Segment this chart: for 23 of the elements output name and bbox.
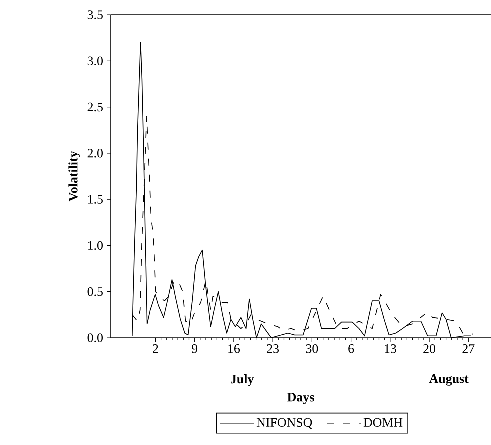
x-tick-label: 9 [192, 344, 198, 354]
y-tick-label: 1.0 [88, 241, 103, 250]
x-tick-label: 16 [228, 344, 240, 354]
y-tick-label: 3.5 [88, 10, 103, 20]
y-tick-label: 0.5 [88, 287, 103, 296]
x-tick-label: 2 [153, 344, 158, 354]
x-tick-label: 6 [348, 344, 354, 354]
x-axis-title: Days [288, 393, 314, 404]
x-tick-label: 23 [267, 344, 280, 354]
text: July [231, 374, 254, 386]
legend-label: DOMH [364, 418, 403, 428]
x-tick-label: 13 [385, 344, 396, 354]
y-tick-label: 2.0 [88, 149, 103, 158]
y-axis-title: Volatility [68, 151, 80, 202]
legend-label: NIFONSQ [256, 418, 312, 429]
y-tick-label: 0.0 [88, 334, 103, 342]
text: August [429, 374, 469, 386]
y-tick-label: 3.0 [88, 56, 103, 66]
y-tick-label: 1.5 [88, 195, 103, 204]
x-tick-label: 20 [424, 344, 436, 354]
x-tick-label: 27 [462, 344, 475, 354]
y-tick-label: 2.5 [88, 102, 103, 112]
x-tick-label: 30 [306, 344, 318, 354]
